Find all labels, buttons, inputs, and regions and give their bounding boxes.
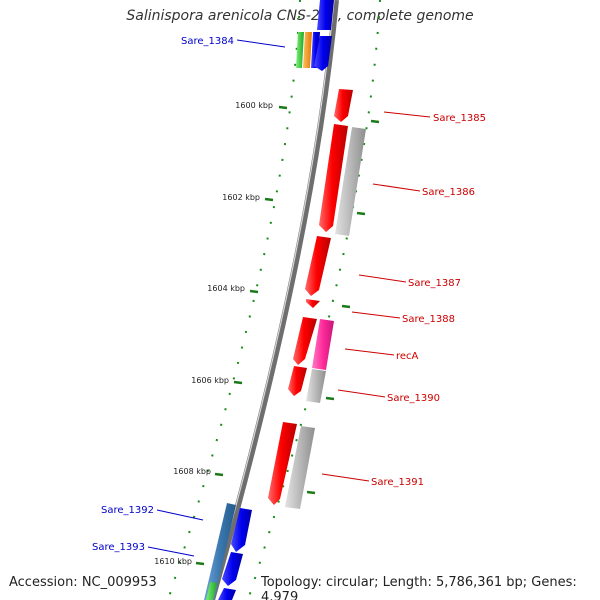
gene-label-sare-1390[interactable]: Sare_1390 — [387, 393, 440, 404]
leader-sare-1390 — [337, 389, 386, 398]
leader-reca — [344, 348, 395, 356]
gene-blue-arrow[interactable] — [314, 36, 332, 71]
forward-strand-genes — [204, 32, 320, 600]
inner-tick-ring — [167, 0, 301, 600]
gene-blue-bottom[interactable] — [218, 588, 236, 600]
leader-sare-1384 — [236, 39, 286, 48]
gene-sare-1385[interactable] — [334, 89, 353, 122]
tick-1604 — [249, 289, 259, 294]
gene-label-sare-1392[interactable]: Sare_1392 — [101, 505, 154, 516]
accession-label: Accession: NC_009953 — [9, 575, 157, 590]
gene-label-sare-1387[interactable]: Sare_1387 — [408, 278, 461, 289]
gene-reca[interactable] — [312, 319, 334, 370]
gene-sare-1391[interactable] — [285, 426, 315, 509]
gene-sare-1392[interactable] — [204, 503, 236, 600]
gene-green[interactable] — [296, 32, 304, 68]
leader-sare-1391 — [321, 473, 370, 482]
gene-sare-1390-red[interactable] — [288, 366, 307, 396]
outer-tick-ring — [247, 0, 381, 600]
tick-1600 — [278, 105, 288, 110]
genome-backbone-highlight — [209, 0, 335, 600]
scale-ticks — [195, 105, 380, 566]
gene-label-sare-1391[interactable]: Sare_1391 — [371, 477, 424, 488]
gene-blue-lower[interactable] — [222, 552, 243, 586]
gene-sare-1388[interactable] — [306, 299, 320, 308]
gene-label-sare-1388[interactable]: Sare_1388 — [402, 314, 455, 325]
gene-orange[interactable] — [303, 32, 312, 68]
scale-label-1610: 1610 kbp — [154, 557, 192, 566]
tick-1608 — [214, 472, 224, 477]
gene-label-sare-1386[interactable]: Sare_1386 — [422, 187, 475, 198]
leader-sare-1392 — [156, 509, 204, 521]
outer-tick — [356, 211, 366, 216]
gene-sare-1390[interactable] — [306, 369, 326, 403]
tick-1602 — [264, 197, 274, 202]
gene-sare-1393[interactable] — [231, 508, 252, 552]
gene-sare-1393-green[interactable] — [206, 582, 217, 600]
leader-sare-1386 — [372, 183, 421, 192]
tick-1610 — [195, 561, 205, 566]
gene-label-reca[interactable]: recA — [396, 351, 419, 362]
leader-sare-1388 — [351, 311, 401, 319]
gene-sare-1387[interactable] — [305, 236, 331, 296]
gene-blue-top[interactable] — [317, 0, 334, 30]
tick-1606 — [233, 380, 243, 385]
reverse-strand-genes — [218, 0, 366, 600]
gene-sare-1386-red[interactable] — [319, 124, 348, 232]
genome-backbone — [209, 0, 339, 600]
scale-label-1608: 1608 kbp — [173, 467, 211, 476]
leader-sare-1385 — [383, 111, 431, 118]
gene-label-sare-1385[interactable]: Sare_1385 — [433, 113, 486, 124]
outer-tick — [325, 396, 335, 401]
gene-sare-1391-red[interactable] — [268, 422, 297, 505]
gene-sare-1389-red[interactable] — [293, 317, 317, 365]
gene-sare-1386[interactable] — [335, 127, 366, 236]
scale-label-1604: 1604 kbp — [207, 284, 245, 293]
scale-label-1606: 1606 kbp — [191, 376, 229, 385]
outer-tick — [306, 490, 316, 495]
scale-label-1600: 1600 kbp — [235, 101, 273, 110]
leader-sare-1393 — [147, 546, 195, 557]
outer-tick — [341, 304, 351, 309]
outer-tick — [370, 119, 380, 124]
topology-label: Topology: circular; Length: 5,786,361 bp… — [261, 575, 577, 600]
gene-label-sare-1384[interactable]: Sare_1384 — [181, 36, 234, 47]
scale-label-1602: 1602 kbp — [222, 193, 260, 202]
gene-label-sare-1393[interactable]: Sare_1393 — [92, 542, 145, 553]
leader-sare-1387 — [358, 274, 407, 283]
